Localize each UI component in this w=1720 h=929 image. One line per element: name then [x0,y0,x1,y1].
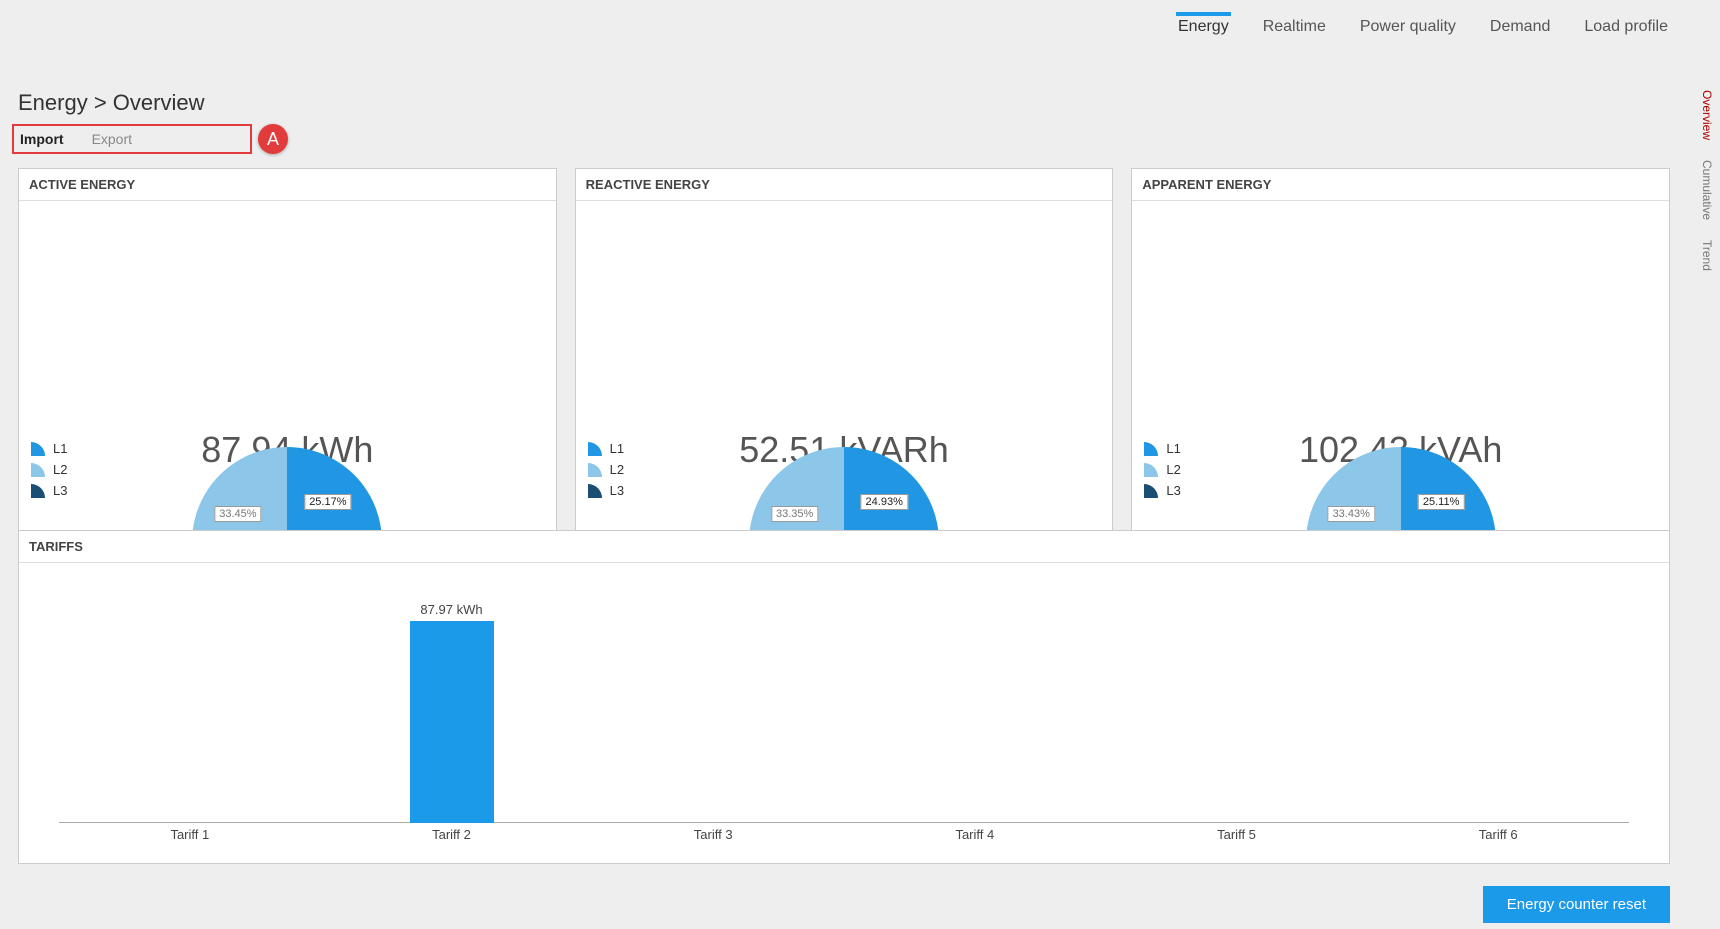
side-nav-trend[interactable]: Trend [1700,240,1714,271]
legend-item-l3: L3 [31,483,67,498]
bar-x-label: Tariff 6 [1367,827,1629,842]
legend-swatch-icon [588,442,604,456]
legend-label: L2 [53,462,67,477]
legend: L1 L2 L3 [1144,441,1180,498]
bar-2: 87.97 kWh [410,602,494,823]
legend-label: L3 [1166,483,1180,498]
legend-label: L3 [53,483,67,498]
legend-swatch-icon [1144,442,1160,456]
pie-label-l1: 24.93% [861,494,908,510]
pie-label-l1: 25.17% [304,494,351,510]
bar-rect [410,621,494,823]
legend-item-l3: L3 [1144,483,1180,498]
legend-item-l2: L2 [588,462,624,477]
legend-swatch-icon [588,484,604,498]
legend: L1 L2 L3 [31,441,67,498]
panel-title: ACTIVE ENERGY [19,169,556,201]
legend-label: L3 [610,483,624,498]
tariffs-bar-chart: 87.97 kWh [59,573,1629,823]
bar-x-label: Tariff 4 [844,827,1106,842]
pie-label-l2: 33.43% [1328,506,1375,522]
legend-swatch-icon [1144,484,1160,498]
legend-label: L1 [53,441,67,456]
top-nav-energy[interactable]: Energy [1176,12,1231,42]
bar-x-label: Tariff 2 [321,827,583,842]
subtabs-highlight: Import Export [12,124,252,154]
tariffs-title: TARIFFS [19,531,1669,563]
legend-item-l1: L1 [1144,441,1180,456]
breadcrumb: Energy > Overview [18,90,204,116]
legend: L1 L2 L3 [588,441,624,498]
top-nav-load-profile[interactable]: Load profile [1582,12,1670,42]
subtab-export[interactable]: Export [92,131,132,147]
legend-swatch-icon [1144,463,1160,477]
top-nav-power-quality[interactable]: Power quality [1358,12,1458,42]
legend-item-l1: L1 [588,441,624,456]
legend-swatch-icon [31,463,47,477]
bar-value-label: 87.97 kWh [410,602,494,617]
pie-label-l1: 25.11% [1418,494,1465,510]
pie-label-l2: 33.45% [214,506,261,522]
top-nav: Energy Realtime Power quality Demand Load pr… [1176,0,1670,54]
top-nav-realtime[interactable]: Realtime [1261,12,1328,42]
legend-label: L2 [610,462,624,477]
side-nav: Overview Cumulative Trend [1700,90,1714,271]
top-nav-demand[interactable]: Demand [1488,12,1552,42]
legend-label: L1 [610,441,624,456]
bar-x-label: Tariff 5 [1106,827,1368,842]
bar-x-label: Tariff 3 [582,827,844,842]
legend-label: L1 [1166,441,1180,456]
bar-x-label: Tariff 1 [59,827,321,842]
legend-item-l1: L1 [31,441,67,456]
bar-x-labels: Tariff 1Tariff 2Tariff 3Tariff 4Tariff 5… [59,827,1629,842]
side-nav-cumulative[interactable]: Cumulative [1700,160,1714,220]
annotation-badge: A [258,124,288,154]
pie-label-l2: 33.35% [771,506,818,522]
legend-item-l3: L3 [588,483,624,498]
subtab-import[interactable]: Import [20,131,64,147]
legend-swatch-icon [31,442,47,456]
tariffs-panel: TARIFFS 87.97 kWh Tariff 1Tariff 2Tariff… [18,530,1670,864]
bar-axis [59,822,1629,823]
legend-swatch-icon [31,484,47,498]
legend-label: L2 [1166,462,1180,477]
legend-swatch-icon [588,463,604,477]
energy-counter-reset-button[interactable]: Energy counter reset [1483,886,1670,923]
legend-item-l2: L2 [31,462,67,477]
side-nav-overview[interactable]: Overview [1700,90,1714,140]
legend-item-l2: L2 [1144,462,1180,477]
panel-title: APPARENT ENERGY [1132,169,1669,201]
panel-title: REACTIVE ENERGY [576,169,1113,201]
